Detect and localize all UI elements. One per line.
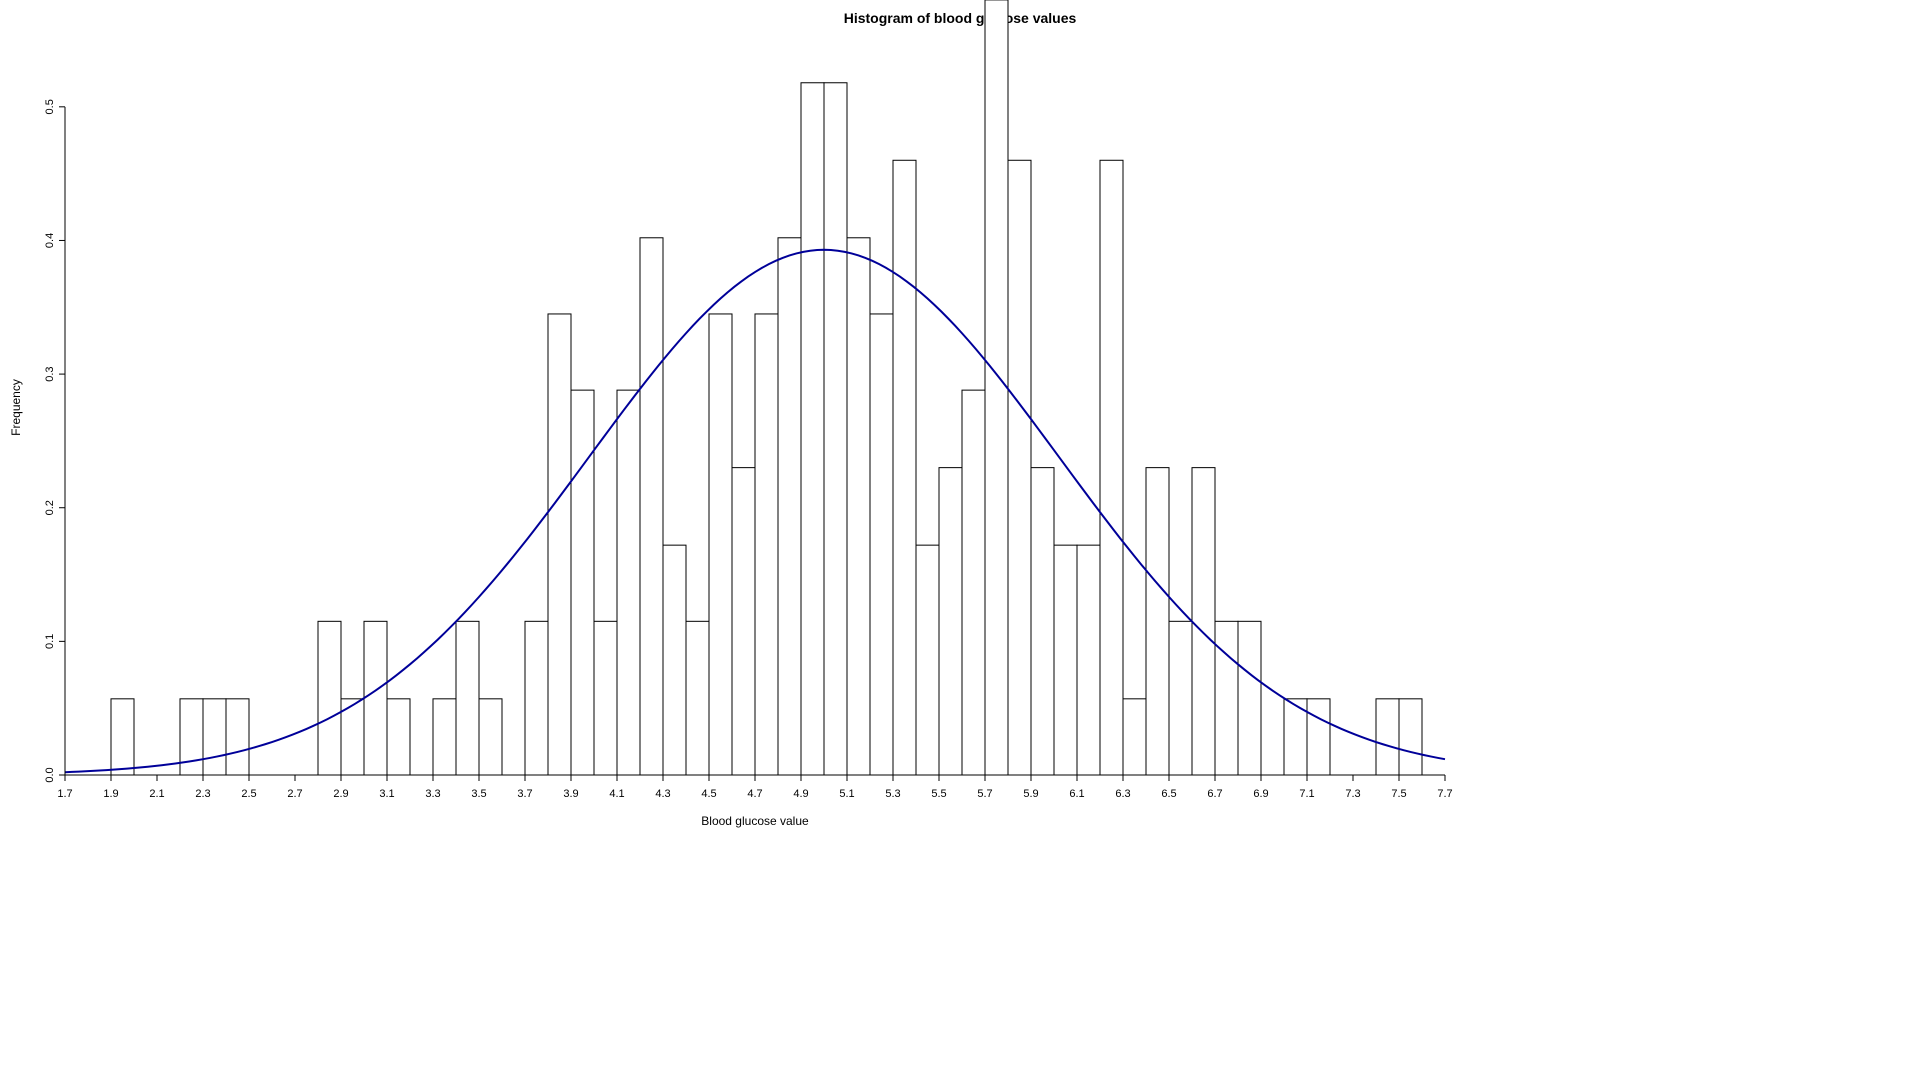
histogram-bar (801, 83, 824, 775)
x-tick-label: 5.1 (839, 788, 854, 800)
histogram-bar (1307, 699, 1330, 775)
histogram-bar (1031, 468, 1054, 775)
x-tick-label: 5.5 (931, 788, 946, 800)
x-tick-label: 4.9 (793, 788, 808, 800)
histogram-bar (755, 314, 778, 775)
histogram-bar (893, 160, 916, 775)
histogram-bar (1169, 621, 1192, 775)
histogram-bar (1008, 160, 1031, 775)
x-tick-label: 6.1 (1069, 788, 1084, 800)
histogram-bar (203, 699, 226, 775)
histogram-bar (617, 390, 640, 775)
histogram-bar (1054, 545, 1077, 775)
x-tick-label: 2.7 (287, 788, 302, 800)
histogram-bar (1123, 699, 1146, 775)
x-tick-label: 2.9 (333, 788, 348, 800)
histogram-bar (1192, 468, 1215, 775)
y-tick-label: 0.1 (44, 634, 56, 649)
x-tick-label: 1.7 (57, 788, 72, 800)
histogram-bar (962, 390, 985, 775)
histogram-plot: 1.7 1.9 2.1 2.3 2.5 2.7 2.9 3.1 3.3 3.5 3.7 3.9 4.1 4… (0, 0, 1465, 855)
x-tick-label: 2.1 (149, 788, 164, 800)
histogram-bar (180, 699, 203, 775)
x-tick-label: 4.7 (747, 788, 762, 800)
histogram-bar (571, 390, 594, 775)
histogram-bar (778, 238, 801, 775)
x-tick-label: 4.5 (701, 788, 716, 800)
histogram-bar (433, 699, 456, 775)
x-tick-label: 3.1 (379, 788, 394, 800)
x-tick-label: 1.9 (103, 788, 118, 800)
histogram-bar (640, 238, 663, 775)
x-tick-label: 7.1 (1299, 788, 1314, 800)
histogram-bar (686, 621, 709, 775)
x-tick-label: 5.7 (977, 788, 992, 800)
histogram-bar (824, 83, 847, 775)
histogram-bar (1238, 621, 1261, 775)
histogram-bar (663, 545, 686, 775)
histogram-bar (111, 699, 134, 775)
x-tick-label: 6.5 (1161, 788, 1176, 800)
bars-group (111, 0, 1422, 775)
x-tick-label: 7.5 (1391, 788, 1406, 800)
histogram-bar (847, 238, 870, 775)
x-tick-label: 2.5 (241, 788, 256, 800)
x-tick-label: 2.3 (195, 788, 210, 800)
x-tick-label: 7.3 (1345, 788, 1360, 800)
histogram-bar (364, 621, 387, 775)
histogram-bar (318, 621, 341, 775)
histogram-bar (456, 621, 479, 775)
histogram-bar (1399, 699, 1422, 775)
histogram-bar (939, 468, 962, 775)
histogram-bar (1215, 621, 1238, 775)
x-tick-label: 5.9 (1023, 788, 1038, 800)
histogram-bar (1376, 699, 1399, 775)
x-tick-label: 4.3 (655, 788, 670, 800)
y-tick-label: 0.5 (44, 99, 56, 114)
histogram-bar (594, 621, 617, 775)
chart-container: Histogram of blood glucose values 1.71.9… (0, 0, 1920, 1080)
x-tick-label: 3.3 (425, 788, 440, 800)
histogram-bar (226, 699, 249, 775)
x-tick-label: 7.7 (1437, 788, 1452, 800)
x-tick-label: 3.9 (563, 788, 578, 800)
histogram-bar (387, 699, 410, 775)
y-tick-label: 0.2 (44, 500, 56, 515)
x-tick-label: 6.9 (1253, 788, 1268, 800)
x-tick-label: 3.7 (517, 788, 532, 800)
y-tick-label: 0.4 (44, 233, 56, 248)
y-tick-label: 0.3 (44, 366, 56, 381)
histogram-bar (479, 699, 502, 775)
x-tick-label: 4.1 (609, 788, 624, 800)
histogram-bar (870, 314, 893, 775)
x-axis-label: Blood glucose value (701, 814, 809, 828)
histogram-bar (548, 314, 571, 775)
x-tick-label: 6.7 (1207, 788, 1222, 800)
y-tick-label: 0.0 (44, 767, 56, 782)
histogram-bar (1100, 160, 1123, 775)
histogram-bar (525, 621, 548, 775)
x-tick-label: 5.3 (885, 788, 900, 800)
histogram-bar (1077, 545, 1100, 775)
histogram-bar (985, 0, 1008, 775)
histogram-bar (1146, 468, 1169, 775)
histogram-bar (916, 545, 939, 775)
x-tick-label: 3.5 (471, 788, 486, 800)
histogram-bar (709, 314, 732, 775)
x-tick-label: 6.3 (1115, 788, 1130, 800)
histogram-bar (732, 468, 755, 775)
y-axis-label: Frequency (9, 379, 23, 436)
